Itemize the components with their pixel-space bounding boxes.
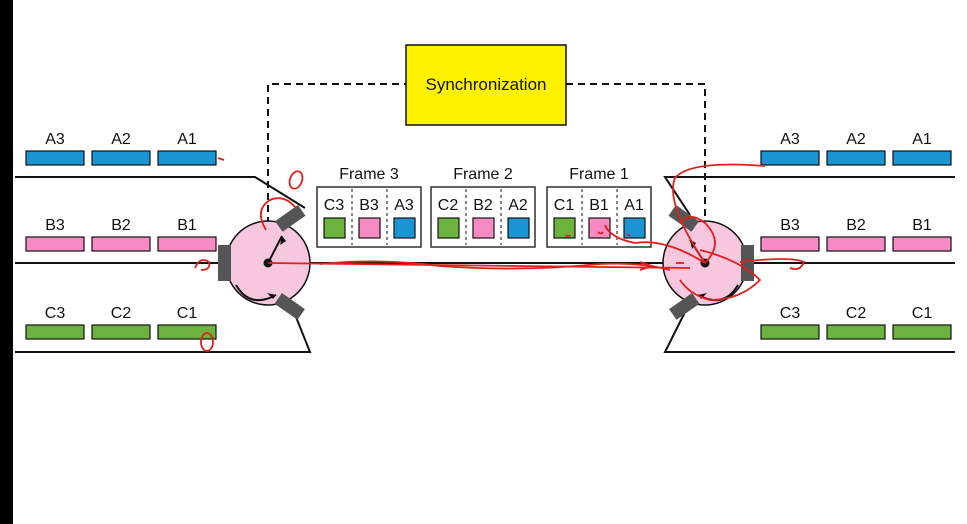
right-block-b2: [826, 236, 886, 252]
right-block-c1: [892, 324, 952, 340]
right-label-a2: A2: [846, 131, 866, 148]
slot-a2: [507, 217, 530, 239]
right-block-a2: [826, 150, 886, 166]
left-label-c1: C1: [177, 305, 198, 322]
frame-label-3: Frame 3: [339, 166, 399, 183]
left-block-c3: [25, 324, 85, 340]
right-label-a3: A3: [780, 131, 800, 148]
slot-label-c1: C1: [554, 197, 575, 214]
right-block-a1: [892, 150, 952, 166]
frame-label-2: Frame 2: [453, 166, 513, 183]
left-block-b2: [91, 236, 151, 252]
right-label-b3: B3: [780, 217, 800, 234]
slot-label-b1: B1: [589, 197, 609, 214]
left-block-b1: [157, 236, 217, 252]
left-label-a2: A2: [111, 131, 131, 148]
left-label-a1: A1: [177, 131, 197, 148]
right-label-c1: C1: [912, 305, 933, 322]
left-block-a2: [91, 150, 151, 166]
slot-label-a2: A2: [508, 197, 528, 214]
left-block-a1: [157, 150, 217, 166]
right-label-b2: B2: [846, 217, 866, 234]
slot-label-a1: A1: [624, 197, 644, 214]
right-block-a3: [760, 150, 820, 166]
right-block-c3: [760, 324, 820, 340]
slot-b2: [472, 217, 495, 239]
frame-label-1: Frame 1: [569, 166, 629, 183]
slot-c3: [323, 217, 346, 239]
slot-label-b3: B3: [359, 197, 379, 214]
multiplexer: [218, 205, 311, 320]
slot-a3: [393, 217, 416, 239]
right-output-blocks: A3 A2 A1 B3 B2 B1 C3 C2 C1: [760, 131, 952, 340]
synchronization-label: Synchronization: [426, 75, 547, 94]
slot-c2: [437, 217, 460, 239]
right-label-b1: B1: [912, 217, 932, 234]
left-block-b3: [25, 236, 85, 252]
slot-b1: [588, 217, 611, 239]
left-label-a3: A3: [45, 131, 65, 148]
left-block-a3: [25, 150, 85, 166]
left-label-b3: B3: [45, 217, 65, 234]
handwritten-annotations: [194, 157, 806, 352]
left-input-blocks: A3 A2 A1 B3 B2 B1 C3 C2 C1: [25, 131, 217, 340]
right-label-a1: A1: [912, 131, 932, 148]
left-block-c1: [157, 324, 217, 340]
synchronization-box: [405, 44, 567, 126]
slot-c1: [553, 217, 576, 239]
slot-label-c3: C3: [324, 197, 345, 214]
right-label-c3: C3: [780, 305, 801, 322]
right-block-b1: [892, 236, 952, 252]
left-block-c2: [91, 324, 151, 340]
right-label-c2: C2: [846, 305, 867, 322]
left-lines: [15, 176, 312, 353]
slot-label-b2: B2: [473, 197, 493, 214]
right-block-c2: [826, 324, 886, 340]
slot-label-a3: A3: [394, 197, 414, 214]
left-edge-bar: [0, 0, 13, 524]
frames: Frame 3 C3 B3 A3 Frame 2 C2 B2 A2 Frame 1 C1 B1 A1: [316, 166, 652, 248]
right-lines: [663, 176, 955, 353]
sync-dashed-line: [267, 83, 706, 260]
slot-label-c2: C2: [438, 197, 459, 214]
left-label-b2: B2: [111, 217, 131, 234]
left-label-b1: B1: [177, 217, 197, 234]
slot-b3: [358, 217, 381, 239]
right-block-b3: [760, 236, 820, 252]
left-label-c2: C2: [111, 305, 132, 322]
slot-a1: [623, 217, 646, 239]
left-label-c3: C3: [45, 305, 66, 322]
